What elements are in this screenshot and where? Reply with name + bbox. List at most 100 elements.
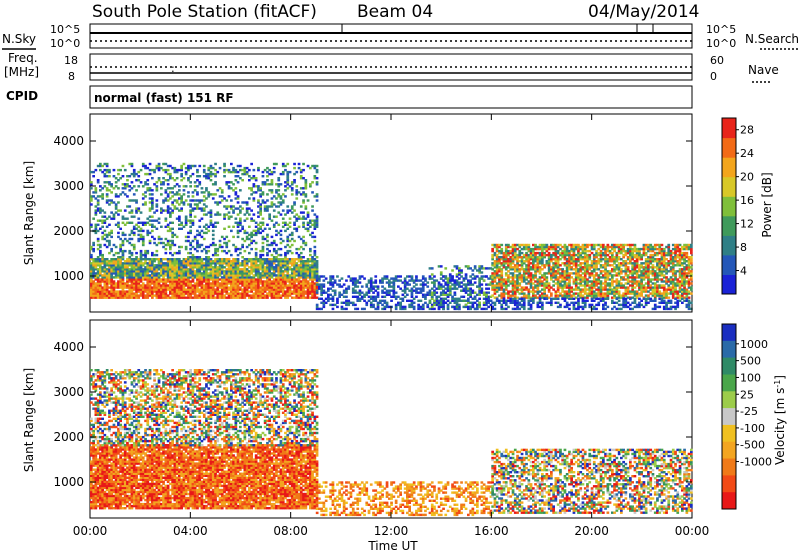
heatmap-cell (313, 245, 317, 249)
heatmap-cell (187, 280, 190, 283)
heatmap-cell (110, 217, 113, 220)
heatmap-cell (467, 301, 470, 304)
heatmap-cell (437, 301, 441, 304)
heatmap-cell (275, 282, 278, 285)
heatmap-cell (532, 253, 535, 257)
heatmap-cell (175, 264, 179, 267)
heatmap-cell (462, 295, 466, 298)
heatmap-cell (338, 295, 341, 298)
heatmap-cell (277, 280, 281, 283)
heatmap-cell (527, 262, 531, 265)
heatmap-cell (211, 270, 215, 273)
heatmap-cell (482, 275, 486, 278)
heatmap-cell (390, 305, 393, 309)
heatmap-cell (295, 288, 299, 291)
heatmap-cell (448, 275, 452, 278)
heatmap-cell (103, 243, 107, 247)
heatmap-cell (590, 284, 594, 287)
heatmap-cell (187, 219, 190, 222)
heatmap-cell (520, 258, 524, 261)
heatmap-cell (568, 284, 571, 287)
heatmap-cell (105, 195, 109, 198)
heatmap-cell (121, 296, 125, 299)
heatmap-cell (329, 303, 332, 307)
heatmap-cell (263, 262, 267, 265)
heatmap-cell (270, 243, 274, 247)
heatmap-cell (473, 265, 477, 268)
heatmap-cell (394, 295, 398, 298)
heatmap-cell (311, 286, 314, 289)
heatmap-cell (200, 264, 204, 267)
heatmap-cell (130, 253, 134, 257)
heatmap-cell (460, 275, 463, 278)
heatmap-cell (153, 286, 156, 289)
heatmap-cell (541, 245, 544, 249)
heatmap-cell (543, 251, 546, 255)
heatmap-cell (257, 199, 260, 202)
heatmap-cell (92, 264, 95, 267)
heatmap-cell (184, 288, 188, 291)
heatmap-cell (173, 278, 177, 281)
heatmap-cell (114, 260, 118, 263)
heatmap-cell (207, 229, 211, 233)
heatmap-cell (182, 258, 186, 261)
heatmap-cell (223, 258, 226, 261)
heatmap-cell (193, 286, 197, 289)
heatmap-cell (151, 177, 154, 180)
heatmap-cell (218, 278, 222, 281)
heatmap-cell (193, 270, 197, 273)
heatmap-cell (478, 305, 481, 309)
heatmap-cell (579, 282, 583, 285)
heatmap-cell (495, 245, 499, 249)
heatmap-cell (275, 183, 278, 186)
heatmap-cell (117, 284, 120, 287)
heatmap-cell (202, 264, 206, 267)
heatmap-cell (92, 282, 95, 285)
heatmap-cell (275, 280, 278, 283)
heatmap-cell (119, 256, 122, 259)
heatmap-cell (313, 195, 317, 198)
heatmap-cell (96, 262, 100, 265)
heatmap-cell (543, 256, 546, 259)
heatmap-cell (135, 290, 138, 293)
heatmap-cell (556, 284, 560, 287)
heatmap-cell (218, 258, 222, 261)
heatmap-cell (588, 290, 592, 293)
heatmap-cell (586, 284, 589, 287)
heatmap-cell (489, 303, 493, 307)
heatmap-cell (245, 172, 249, 176)
heatmap-cell (532, 264, 535, 267)
heatmap-cell (241, 201, 244, 204)
heatmap-cell (151, 253, 154, 257)
heatmap-cell (345, 279, 348, 282)
heatmap-cell (268, 189, 271, 192)
heatmap-cell (250, 270, 253, 273)
heatmap-cell (110, 211, 113, 214)
heatmap-cell (162, 162, 165, 166)
heatmap-cell (345, 295, 348, 298)
heatmap-cell (495, 276, 499, 279)
heatmap-cell (522, 294, 526, 297)
heatmap-cell (403, 285, 407, 288)
heatmap-cell (286, 183, 290, 186)
heatmap-cell (302, 223, 305, 226)
heatmap-cell (568, 268, 571, 271)
heatmap-cell (198, 258, 202, 261)
heatmap-cell (230, 262, 233, 265)
heatmap-cell (155, 266, 159, 269)
heatmap-cell (220, 282, 224, 285)
heatmap-cell (504, 274, 508, 277)
heatmap-cell (491, 284, 494, 287)
heatmap-cell (369, 305, 373, 309)
heatmap-cell (545, 294, 549, 297)
heatmap-cell (171, 253, 174, 257)
heatmap-cell (236, 274, 240, 277)
heatmap-cell (552, 280, 555, 283)
heatmap-cell (574, 260, 578, 263)
heatmap-cell (520, 268, 524, 271)
nsearch-label: N.Search (745, 32, 799, 46)
heatmap-cell (236, 258, 240, 261)
heatmap-cell (234, 262, 238, 265)
heatmap-cell (588, 249, 592, 253)
noise-panel: N.Sky 10^5 10^0 10^5 10^0 N.Search (2, 23, 800, 50)
